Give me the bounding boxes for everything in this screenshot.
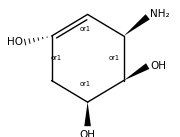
- Text: or1: or1: [109, 55, 120, 61]
- Polygon shape: [124, 14, 150, 36]
- Text: OH: OH: [80, 130, 96, 137]
- Polygon shape: [124, 63, 149, 81]
- Text: HO: HO: [7, 37, 23, 47]
- Polygon shape: [84, 102, 91, 126]
- Text: or1: or1: [51, 55, 62, 61]
- Text: NH₂: NH₂: [150, 9, 170, 19]
- Text: or1: or1: [80, 81, 91, 87]
- Text: OH: OH: [150, 61, 166, 71]
- Text: or1: or1: [80, 26, 91, 32]
